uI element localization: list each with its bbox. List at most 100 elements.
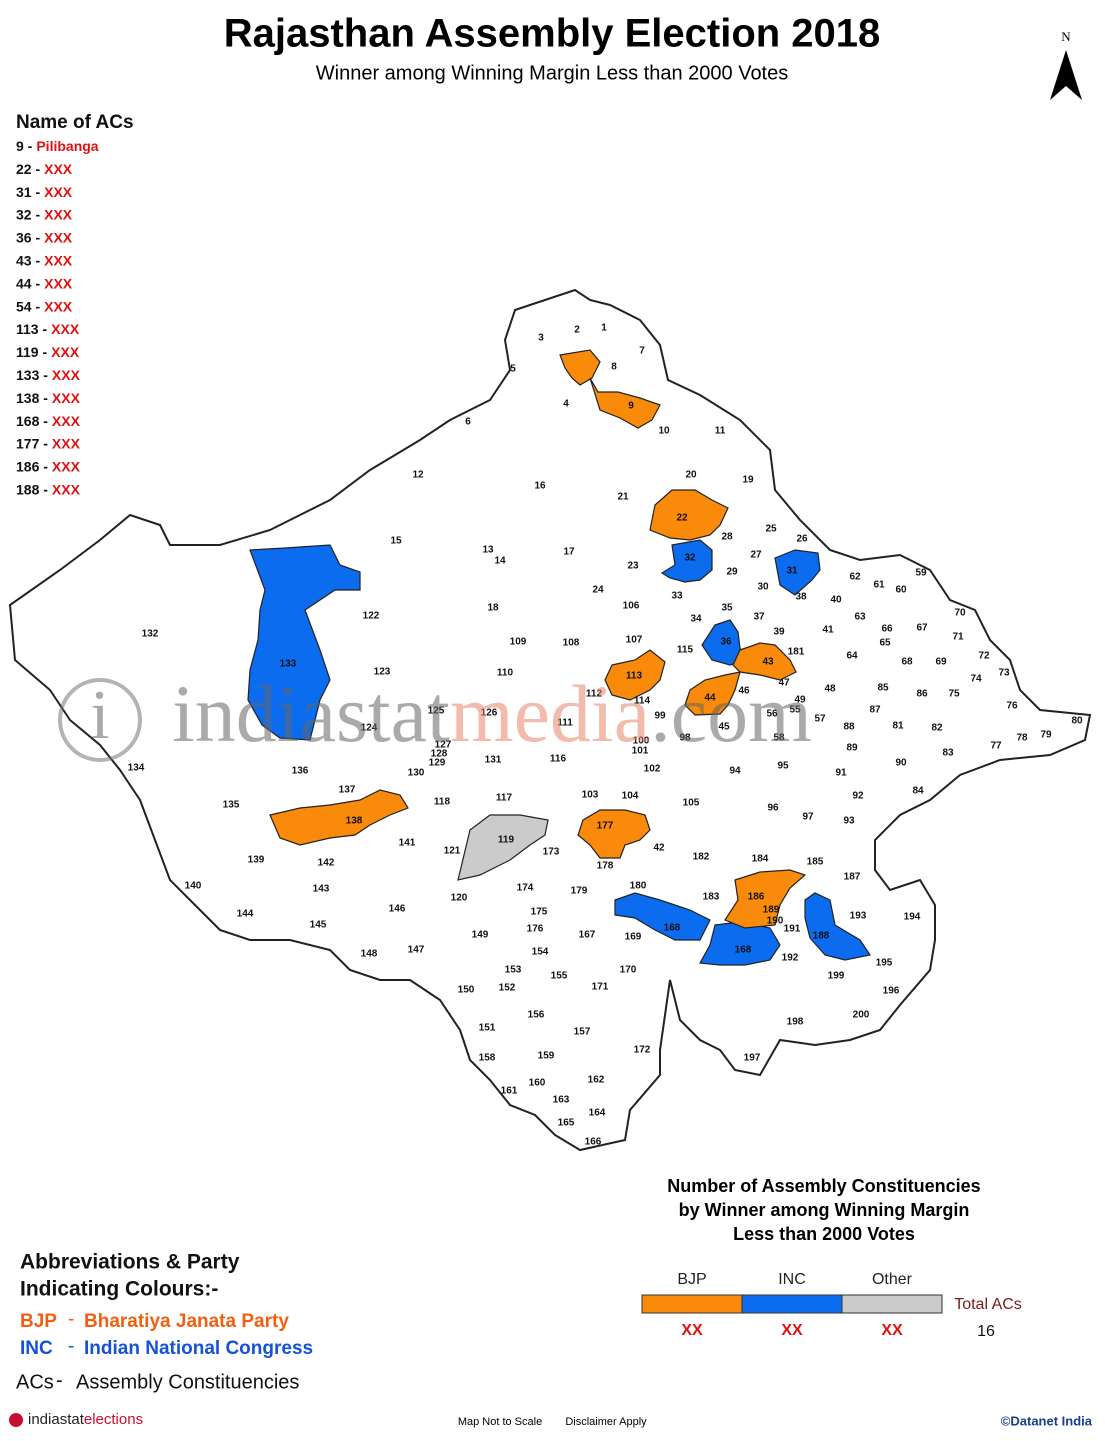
ac-item: 32 - XXX [16, 206, 73, 222]
constituency-region [724, 869, 807, 929]
summary-title-line: Number of Assembly Constituencies [667, 1176, 980, 1196]
constituency-label: 176 [527, 924, 544, 935]
constituency-label: 193 [850, 911, 867, 922]
constituency-label: 27 [750, 550, 762, 561]
ac-number: 54 - [16, 298, 40, 314]
constituency-label: 111 [557, 718, 573, 729]
constituency-label: 61 [873, 580, 885, 591]
constituency-label: 91 [835, 768, 847, 779]
constituency-label: 106 [623, 601, 640, 612]
constituency-label: 7 [639, 346, 645, 357]
constituency-label: 13 [482, 545, 494, 556]
constituency-label: 174 [517, 883, 534, 894]
constituency-label: 83 [942, 748, 954, 759]
ac-item: 186 - XXX [16, 458, 81, 474]
watermark: i indiastatmedia.com [58, 668, 812, 762]
constituency-label: 151 [479, 1023, 496, 1034]
constituency-label: 74 [970, 674, 982, 685]
abbr-full: Bharatiya Janata Party [84, 1311, 289, 1332]
north-arrow [1050, 50, 1082, 100]
constituency-label: 26 [796, 534, 808, 545]
ac-number: 119 - [16, 344, 47, 360]
constituency-label: 129 [429, 758, 446, 769]
brand-icon [9, 1413, 23, 1427]
watermark-text: indiastatmedia.com [172, 668, 812, 759]
constituency-label: 17 [563, 547, 575, 558]
constituency-label: 162 [588, 1075, 605, 1086]
constituency-region [774, 549, 821, 596]
constituency-label: 30 [757, 582, 769, 593]
ac-item: 119 - XXX [16, 344, 80, 360]
summary: Number of Assembly Constituencies by Win… [641, 1176, 1022, 1340]
subtitle: Winner among Winning Margin Less than 20… [316, 62, 789, 84]
constituency-label: 188 [813, 931, 830, 942]
constituency-label: 172 [634, 1045, 651, 1056]
ac-name: XXX [51, 321, 80, 337]
ac-number: 9 - [16, 138, 33, 154]
constituency-label: 45 [718, 722, 730, 733]
note-scale: Map Not to Scale [458, 1416, 542, 1428]
constituency-region [660, 539, 713, 583]
ac-item: 54 - XXX [16, 298, 73, 314]
constituency-label: 183 [703, 892, 720, 903]
ac-item: 113 - XXX [16, 321, 80, 337]
constituency-region [457, 814, 549, 881]
ac-name: XXX [51, 344, 80, 360]
abbr-sep: - [68, 1309, 74, 1330]
constituency-label: 107 [626, 635, 643, 646]
constituency-label: 22 [676, 513, 688, 524]
ac-number: 44 - [16, 275, 40, 291]
ac-number: 138 - [16, 390, 48, 406]
constituency-label: 41 [822, 625, 834, 636]
constituency-label: 143 [313, 884, 330, 895]
ac-name: XXX [44, 275, 73, 291]
constituency-label: 141 [399, 838, 416, 849]
ac-name: XXX [44, 298, 73, 314]
abbr-full: Assembly Constituencies [76, 1371, 299, 1393]
constituency-label: 12 [412, 470, 424, 481]
constituency-label: 65 [879, 638, 891, 649]
ac-name: XXX [52, 435, 81, 451]
constituency-label: 69 [935, 657, 947, 668]
constituency-region [732, 642, 797, 681]
constituency-label: 127 [435, 740, 452, 751]
note-disclaimer: Disclaimer Apply [565, 1416, 647, 1428]
constituency-label: 152 [499, 983, 516, 994]
ac-number: 32 - [16, 206, 40, 222]
constituency-label: 100 [633, 736, 650, 747]
constituency-label: 20 [685, 470, 697, 481]
constituency-label: 124 [361, 723, 378, 734]
constituency-label: 145 [310, 920, 327, 931]
party-count: XX [681, 1322, 703, 1339]
constituency-label: 96 [767, 803, 779, 814]
constituency-label: 167 [579, 930, 596, 941]
constituency-label: 80 [1071, 716, 1083, 727]
constituency-label: 161 [501, 1086, 518, 1097]
constituency-label: 199 [828, 971, 845, 982]
constituency-label: 104 [622, 791, 639, 802]
constituency-label: 149 [472, 930, 489, 941]
constituency-label: 192 [782, 953, 799, 964]
constituency-label: 157 [574, 1027, 591, 1038]
constituency-label: 144 [237, 909, 254, 920]
constituency-label: 147 [408, 945, 425, 956]
abbr-code: ACs [16, 1371, 54, 1393]
abbr-code: INC [20, 1338, 53, 1359]
constituency-label: 81 [892, 721, 904, 732]
constituency-label: 46 [738, 686, 750, 697]
ac-item: 133 - XXX [16, 367, 81, 383]
party-count: XX [881, 1322, 903, 1339]
constituency-label: 168 [735, 945, 752, 956]
ac-item: 138 - XXX [16, 390, 81, 406]
constituency-label: 156 [528, 1010, 545, 1021]
constituency-label: 114 [634, 696, 651, 707]
abbr-code: BJP [20, 1311, 57, 1332]
constituency-label: 40 [830, 595, 842, 606]
constituency-label: 90 [895, 758, 907, 769]
constituency-label: 57 [814, 714, 826, 725]
ac-name: XXX [44, 252, 73, 268]
constituency-label: 132 [142, 629, 159, 640]
constituency-label: 82 [931, 723, 943, 734]
constituency-region [589, 377, 661, 429]
constituency-label: 16 [534, 481, 546, 492]
